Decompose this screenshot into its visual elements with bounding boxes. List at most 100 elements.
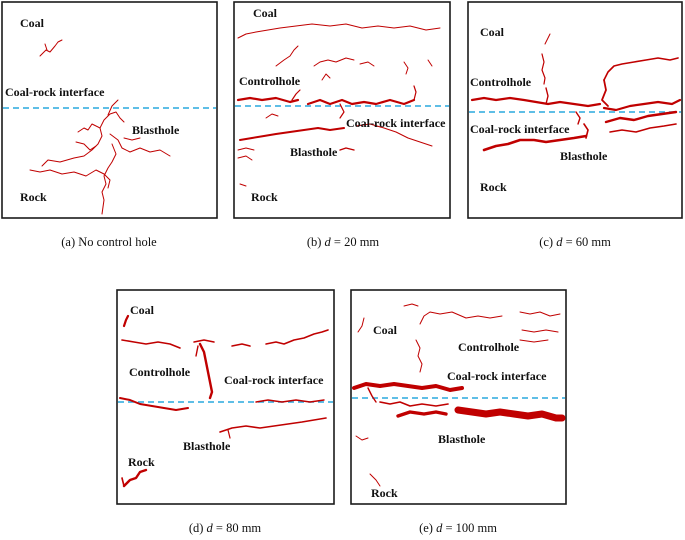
crack [369,473,381,487]
crack [123,137,141,141]
panel-b-coal-label: Coal [253,6,278,20]
crack [415,339,423,373]
panel-c-interface-label: Coal-rock interface [470,122,570,136]
panel-a-rock-label: Rock [20,190,47,204]
crack [306,98,416,106]
crack [427,59,433,67]
panel-a-cracks [29,39,171,215]
panel-d-cracks [119,314,329,488]
crack [521,329,559,333]
panel-b-caption: (b) d = 20 mm [307,235,380,249]
crack [403,303,419,307]
crack [419,311,503,325]
panel-d-caption: (d) d = 80 mm [189,521,262,535]
panel-d-blasthole-label: Blasthole [183,439,231,453]
crack [237,155,253,161]
crack [101,143,117,215]
panel-c: Coal Controlhole Coal-rock interface Bla… [467,1,683,249]
crack [601,79,609,107]
crack [541,53,546,85]
panel-a-interface-label: Coal-rock interface [5,85,105,99]
crack [99,111,125,129]
panel-d-interface-label: Coal-rock interface [224,373,324,387]
crack [239,127,345,141]
crack [255,399,325,403]
panel-d-coal-label: Coal [130,303,155,317]
crack [291,89,301,101]
panel-b-blasthole-label: Blasthole [290,145,338,159]
panel-b-rock-label: Rock [251,190,278,204]
panel-d: Coal Controlhole Coal-rock interface Bla… [116,289,335,535]
crack [107,99,119,116]
panel-e-controlhole-label: Controlhole [458,340,520,354]
crack [236,96,300,104]
crack [77,123,101,133]
panel-a-frame [1,1,218,219]
crack [454,406,566,422]
crack [379,401,449,407]
panel-c-controlhole-label: Controlhole [470,75,532,89]
panel-e-rock-label: Rock [371,486,398,500]
panel-c-frame [467,1,683,219]
crack [195,345,199,357]
crack [321,73,331,81]
crack [219,417,327,433]
panel-c-coal-label: Coal [480,25,505,39]
crack [193,339,215,343]
crack [119,397,189,411]
panel-a: Coal Coal-rock interface Blasthole Rock … [1,1,218,249]
panel-e-caption: (e) d = 100 mm [419,521,497,535]
crack [352,382,464,392]
crack [75,141,97,151]
panel-a-coal-label: Coal [20,16,45,30]
crack [121,339,181,349]
crack [237,23,441,39]
crack [359,61,375,67]
crack [519,311,561,317]
crack [609,123,677,133]
panel-b-cracks [236,23,441,187]
crack [265,113,279,119]
crack [265,329,329,345]
panel-e-coal-label: Coal [373,323,398,337]
crack [275,45,299,67]
crack [41,127,103,167]
panel-a-caption: (a) No control hole [61,235,157,249]
crack [413,85,417,101]
crack [109,133,171,157]
panel-e-blasthole-label: Blasthole [438,432,486,446]
panel-e: Coal Controlhole Coal-rock interface Bla… [350,289,567,535]
panel-d-frame [116,289,335,505]
panel-b-frame [233,1,451,219]
panel-c-rock-label: Rock [480,180,507,194]
crack [355,123,433,147]
crack [339,147,355,151]
panel-c-caption: (c) d = 60 mm [539,235,611,249]
crack [339,103,345,119]
crack [403,61,409,75]
panel-e-cracks [352,303,566,487]
crack [231,343,251,347]
panel-e-frame [350,289,567,505]
crack [544,33,551,45]
crack [122,314,130,328]
crack [39,39,63,57]
crack [239,183,247,187]
crack [470,96,602,108]
panel-c-cracks [470,33,682,152]
crack [602,98,682,112]
panel-b-controlhole-label: Controlhole [239,74,301,88]
crack [122,468,148,488]
crack [367,387,377,403]
crack [198,342,214,400]
crack [121,477,125,487]
crack [313,57,355,67]
crack [227,429,231,439]
panel-a-blasthole-label: Blasthole [132,123,180,137]
crack [103,173,111,189]
panel-b: Coal Controlhole Coal-rock interface Bla… [233,1,451,249]
crack [583,123,589,139]
panel-d-controlhole-label: Controlhole [129,365,191,379]
crack [396,410,448,418]
